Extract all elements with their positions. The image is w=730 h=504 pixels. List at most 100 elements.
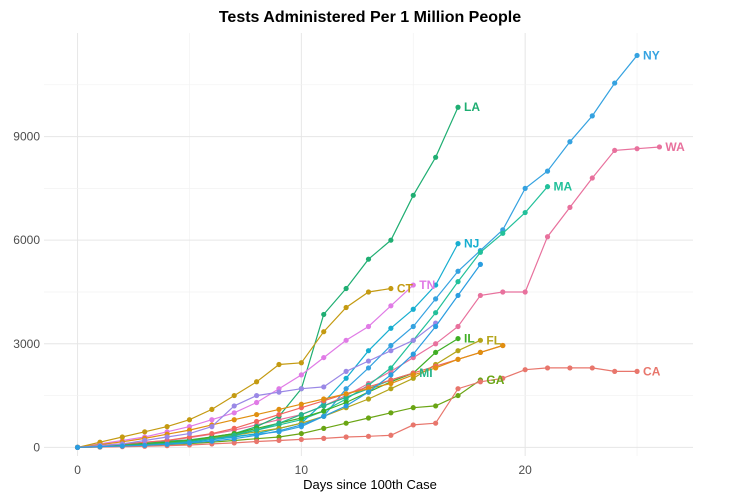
data-point — [365, 358, 372, 364]
data-point — [298, 401, 304, 407]
data-point — [164, 424, 170, 430]
data-point — [276, 361, 282, 368]
data-point — [298, 422, 304, 428]
series-line — [77, 367, 638, 448]
data-point — [388, 285, 394, 292]
data-point — [343, 337, 349, 343]
data-point — [254, 438, 260, 445]
data-point — [231, 440, 237, 446]
data-point — [433, 341, 439, 347]
data-point — [656, 144, 663, 150]
series-label: CT — [397, 282, 414, 296]
y-tick-label: 9000 — [13, 130, 40, 144]
series-line — [77, 55, 638, 448]
series-line — [77, 106, 459, 448]
x-axis-label: Days since 100th Case — [303, 477, 437, 492]
data-point — [231, 410, 237, 416]
series-line — [77, 338, 459, 448]
data-point — [343, 285, 349, 292]
data-point — [231, 417, 237, 423]
series-group — [74, 52, 663, 450]
data-point — [231, 392, 237, 399]
series-label: IL — [464, 332, 475, 346]
data-point — [321, 384, 327, 390]
data-point — [455, 279, 461, 285]
x-tick-label: 20 — [518, 463, 532, 477]
data-point — [544, 234, 551, 240]
data-point — [410, 405, 416, 411]
data-point — [343, 420, 349, 426]
data-point — [209, 424, 215, 430]
data-point — [522, 289, 528, 295]
data-point — [231, 403, 237, 409]
series-line — [77, 344, 503, 448]
data-point — [455, 335, 461, 342]
data-point — [298, 436, 304, 443]
data-point — [209, 438, 215, 444]
data-point — [119, 434, 125, 440]
series-unlabeled — [74, 342, 506, 450]
data-point — [455, 386, 461, 392]
data-point — [209, 417, 215, 423]
data-point — [276, 437, 282, 444]
data-point — [276, 411, 282, 418]
data-point — [612, 80, 618, 86]
data-point — [321, 435, 327, 441]
data-point — [365, 396, 372, 402]
data-point — [522, 185, 528, 191]
data-point — [388, 303, 394, 309]
data-point — [455, 292, 461, 299]
data-point — [321, 396, 327, 402]
data-point — [321, 329, 327, 335]
series-unlabeled — [74, 261, 483, 450]
data-point — [500, 230, 506, 236]
y-tick-label: 3000 — [13, 337, 40, 351]
series-label: WA — [665, 140, 685, 154]
chart-title: Tests Administered Per 1 Million People — [218, 9, 522, 26]
data-point — [433, 323, 439, 330]
series-labels: NY WA LA MA NJ TN CT FL IL MI GA CA — [397, 48, 685, 387]
data-point — [567, 139, 573, 145]
data-point — [97, 444, 103, 450]
data-point — [298, 411, 304, 418]
data-point — [365, 415, 372, 421]
data-point — [365, 433, 372, 439]
data-point — [433, 365, 439, 371]
data-point — [433, 154, 439, 160]
data-point — [186, 430, 193, 437]
data-point — [455, 392, 461, 399]
data-point — [433, 310, 439, 316]
data-point — [522, 367, 528, 373]
data-point — [477, 249, 483, 255]
series-ca — [74, 365, 640, 450]
data-point — [477, 292, 483, 299]
series-label: MA — [554, 180, 573, 194]
data-point — [164, 441, 170, 447]
data-point — [500, 342, 506, 349]
data-point — [186, 440, 193, 446]
data-point — [433, 282, 439, 288]
data-point — [321, 354, 327, 361]
data-point — [410, 372, 416, 378]
series-line — [77, 344, 503, 448]
data-point — [455, 241, 461, 247]
data-point — [254, 392, 260, 399]
y-tick-label: 0 — [33, 440, 40, 454]
data-point — [410, 422, 416, 428]
data-point — [410, 337, 416, 343]
data-point — [477, 337, 483, 343]
data-point — [142, 442, 148, 448]
data-point — [119, 443, 125, 449]
series-line — [77, 186, 548, 448]
series-unlabeled — [74, 342, 506, 450]
data-point — [388, 432, 394, 438]
data-point — [209, 430, 215, 437]
series-label: NY — [643, 48, 660, 62]
data-point — [388, 386, 394, 392]
data-point — [254, 411, 260, 418]
data-point — [388, 372, 394, 378]
data-point — [567, 204, 573, 210]
series-label: LA — [464, 100, 480, 114]
data-point — [321, 425, 327, 431]
